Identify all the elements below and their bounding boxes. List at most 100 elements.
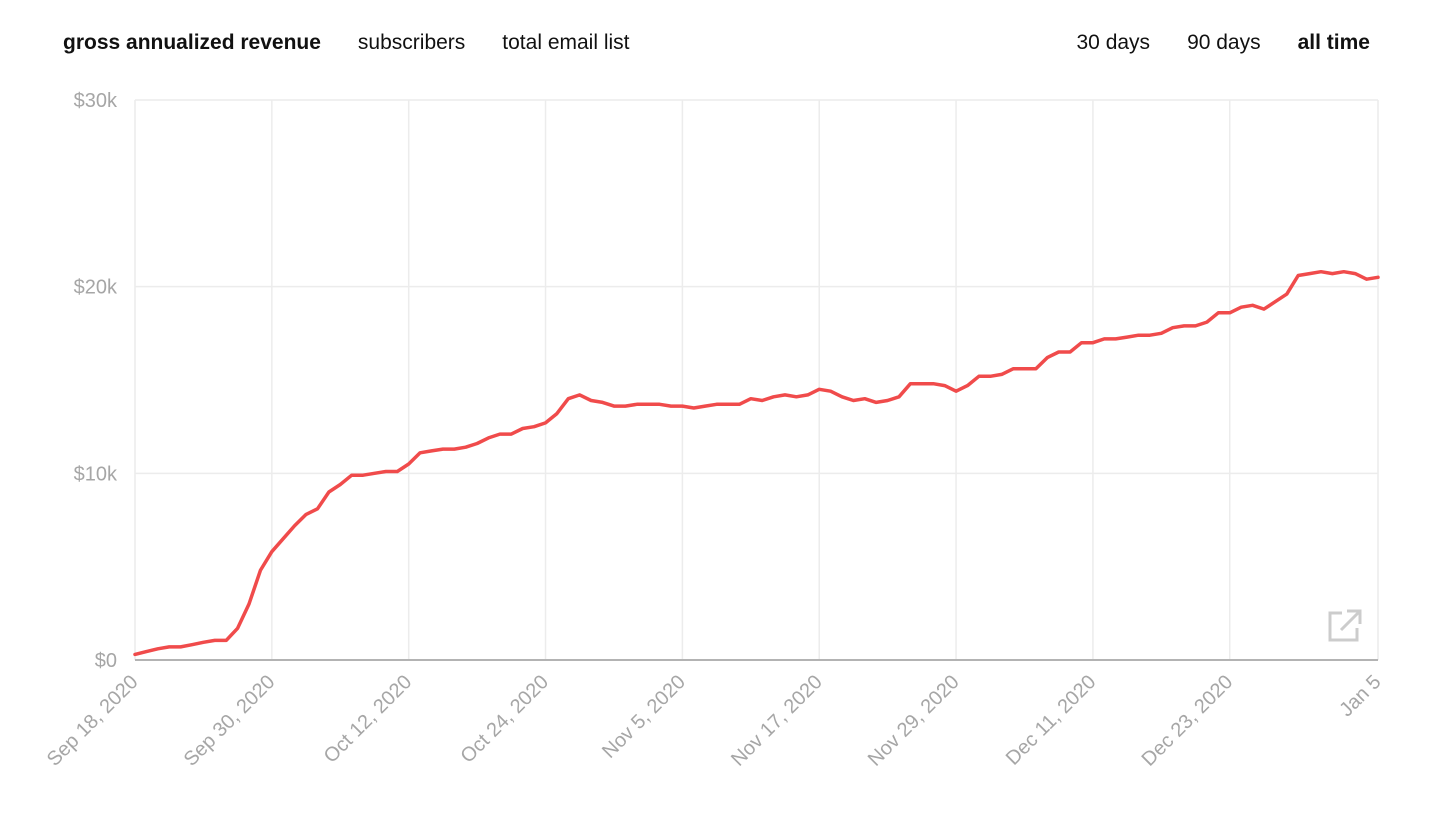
y-tick-label: $0 bbox=[95, 650, 117, 672]
revenue-data-point bbox=[658, 403, 660, 405]
revenue-data-point bbox=[214, 639, 216, 641]
revenue-data-point bbox=[168, 646, 170, 648]
revenue-data-point bbox=[966, 384, 968, 386]
revenue-data-point bbox=[191, 644, 193, 646]
revenue-data-point bbox=[236, 627, 238, 629]
revenue-data-point bbox=[145, 650, 147, 652]
revenue-data-point bbox=[419, 452, 421, 454]
revenue-data-point bbox=[601, 401, 603, 403]
revenue-series-line bbox=[133, 269, 1380, 657]
revenue-data-point bbox=[715, 403, 717, 405]
revenue-data-point bbox=[510, 433, 512, 435]
tab-gross-annualized-revenue[interactable]: gross annualized revenue bbox=[63, 31, 321, 54]
revenue-data-point bbox=[818, 388, 820, 390]
revenue-data-point bbox=[1365, 278, 1367, 280]
x-tick-label: Nov 5, 2020 bbox=[598, 671, 690, 763]
revenue-data-point bbox=[271, 551, 273, 553]
revenue-data-point bbox=[1343, 271, 1345, 273]
revenue-data-point bbox=[202, 641, 204, 643]
revenue-data-point bbox=[259, 569, 261, 571]
revenue-data-point bbox=[1001, 373, 1003, 375]
x-tick-label: Nov 17, 2020 bbox=[727, 671, 827, 771]
revenue-data-point bbox=[590, 399, 592, 401]
revenue-data-point bbox=[1240, 306, 1242, 308]
revenue-data-point bbox=[396, 470, 398, 472]
revenue-data-point bbox=[693, 407, 695, 409]
revenue-data-point bbox=[1080, 342, 1082, 344]
revenue-data-point bbox=[681, 405, 683, 407]
x-tick-label: Nov 29, 2020 bbox=[864, 671, 964, 771]
range-all-time[interactable]: all time bbox=[1297, 31, 1370, 54]
revenue-data-point bbox=[1058, 351, 1060, 353]
revenue-data-point bbox=[328, 491, 330, 493]
revenue-data-point bbox=[670, 405, 672, 407]
revenue-data-point bbox=[1217, 312, 1219, 314]
revenue-data-point bbox=[807, 394, 809, 396]
revenue-data-point bbox=[465, 446, 467, 448]
x-tick-label: Sep 18, 2020 bbox=[43, 671, 143, 771]
range-90-days[interactable]: 90 days bbox=[1187, 31, 1261, 54]
revenue-data-point bbox=[921, 383, 923, 385]
revenue-data-point bbox=[727, 403, 729, 405]
revenue-data-point bbox=[613, 405, 615, 407]
y-tick-label: $20k bbox=[74, 277, 118, 299]
revenue-data-point bbox=[385, 470, 387, 472]
chart-tabs: gross annualized revenue subscribers tot… bbox=[63, 28, 1370, 58]
revenue-data-point bbox=[579, 394, 581, 396]
revenue-data-point bbox=[1320, 271, 1322, 273]
revenue-data-point bbox=[1046, 356, 1048, 358]
revenue-data-point bbox=[567, 398, 569, 400]
revenue-data-point bbox=[1160, 332, 1162, 334]
revenue-data-point bbox=[750, 398, 752, 400]
revenue-data-point bbox=[1023, 368, 1025, 370]
revenue-data-point bbox=[1297, 274, 1299, 276]
revenue-data-point bbox=[282, 538, 284, 540]
revenue-data-point bbox=[795, 396, 797, 398]
revenue-data-point bbox=[1149, 334, 1151, 336]
revenue-data-point bbox=[316, 508, 318, 510]
revenue-data-point bbox=[1274, 300, 1276, 302]
y-tick-label: $10k bbox=[74, 463, 118, 485]
revenue-data-point bbox=[944, 384, 946, 386]
chart-grid bbox=[134, 99, 1379, 661]
revenue-data-point bbox=[453, 448, 455, 450]
revenue-data-point bbox=[1126, 336, 1128, 338]
revenue-data-point bbox=[761, 399, 763, 401]
tab-total-email-list[interactable]: total email list bbox=[502, 31, 630, 54]
revenue-data-point bbox=[841, 396, 843, 398]
revenue-data-point bbox=[1377, 276, 1379, 278]
revenue-data-point bbox=[784, 394, 786, 396]
revenue-data-point bbox=[864, 398, 866, 400]
y-axis-ticks: $0 $10k $20k $30k bbox=[74, 90, 118, 672]
revenue-data-point bbox=[305, 513, 307, 515]
revenue-data-point bbox=[909, 383, 911, 385]
revenue-data-point bbox=[1137, 334, 1139, 336]
revenue-data-point bbox=[476, 442, 478, 444]
x-tick-label: Dec 23, 2020 bbox=[1138, 671, 1238, 771]
revenue-data-point bbox=[1012, 368, 1014, 370]
revenue-data-point bbox=[351, 474, 353, 476]
tab-subscribers[interactable]: subscribers bbox=[357, 31, 466, 54]
revenue-data-point bbox=[875, 401, 877, 403]
external-link-icon[interactable] bbox=[1324, 606, 1364, 646]
revenue-data-point bbox=[1069, 351, 1071, 353]
x-tick-label: Jan 5 bbox=[1335, 671, 1385, 721]
revenue-data-point bbox=[442, 448, 444, 450]
revenue-data-point bbox=[157, 648, 159, 650]
revenue-data-point bbox=[738, 403, 740, 405]
revenue-data-point bbox=[624, 405, 626, 407]
revenue-data-point bbox=[373, 472, 375, 474]
revenue-data-point bbox=[339, 483, 341, 485]
x-tick-label: Sep 30, 2020 bbox=[180, 671, 280, 771]
revenue-data-point bbox=[772, 396, 774, 398]
revenue-data-point bbox=[852, 399, 854, 401]
revenue-data-point bbox=[544, 422, 546, 424]
revenue-data-point bbox=[955, 390, 957, 392]
revenue-data-point bbox=[1194, 325, 1196, 327]
revenue-data-point bbox=[134, 653, 136, 655]
metric-tabs: gross annualized revenue subscribers tot… bbox=[63, 31, 630, 55]
revenue-data-point bbox=[1103, 338, 1105, 340]
x-tick-label: Dec 11, 2020 bbox=[1002, 671, 1101, 770]
revenue-data-point bbox=[225, 639, 227, 641]
range-30-days[interactable]: 30 days bbox=[1076, 31, 1151, 54]
